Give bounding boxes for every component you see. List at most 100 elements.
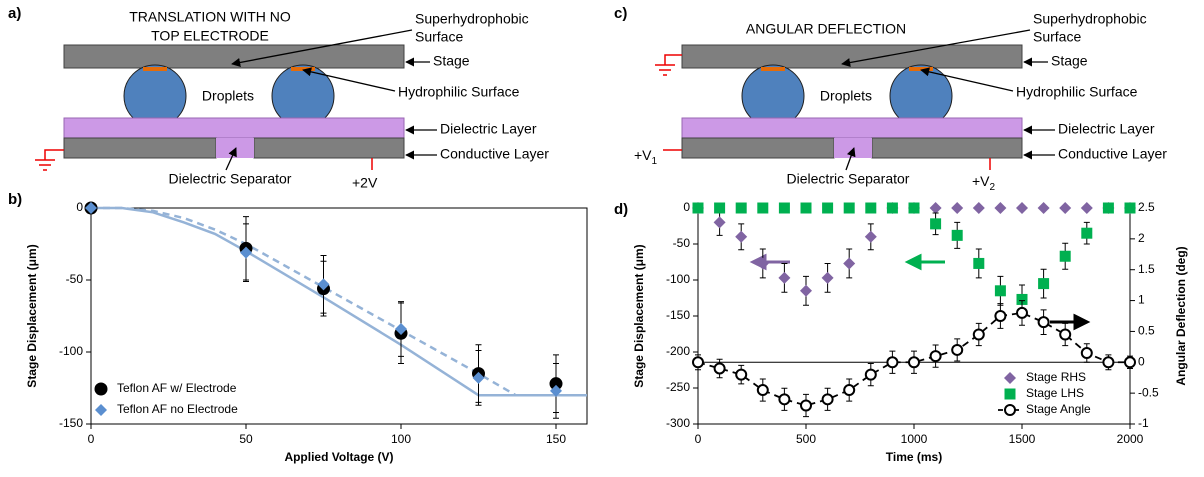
marker [908, 356, 920, 369]
marker [1081, 227, 1093, 239]
arrow [920, 67, 1014, 92]
marker [1080, 202, 1093, 214]
marker [886, 202, 898, 214]
dielectric-separator [216, 138, 254, 158]
y-tick-label: -150 [666, 308, 690, 322]
voltage-label: +V1 [634, 147, 658, 167]
label: Dielectric Separator [169, 171, 292, 187]
marker [756, 384, 769, 397]
legend-marker [1004, 388, 1016, 400]
y2-tick-label: 1 [1138, 293, 1145, 307]
marker [1016, 293, 1028, 305]
marker [1102, 356, 1115, 369]
y2-tick-label: 2 [1138, 231, 1145, 245]
panel-label: d) [614, 201, 628, 218]
y-tick-label: -200 [666, 344, 690, 358]
label: Hydrophilic Surface [1016, 84, 1138, 100]
arrow [302, 67, 396, 92]
conductive-layer [871, 137, 1023, 159]
marker [1059, 328, 1072, 341]
arrow [225, 147, 237, 171]
y2-tick-label: -1 [1138, 416, 1149, 430]
marker [1037, 316, 1050, 329]
marker [951, 343, 964, 356]
marker [756, 257, 769, 270]
marker [1059, 202, 1072, 214]
marker [843, 384, 856, 397]
y-tick-label: -50 [673, 236, 691, 250]
marker [1059, 250, 1071, 262]
marker [778, 271, 791, 284]
marker [843, 202, 855, 214]
marker [778, 393, 791, 406]
marker [692, 202, 704, 214]
label: Droplets [820, 88, 872, 104]
diagram-title: ANGULAR DEFLECTION [746, 21, 906, 37]
x-tick-label: 500 [796, 432, 816, 446]
marker [713, 216, 726, 229]
y-tick-label: -300 [666, 416, 690, 430]
y-tick-label: -250 [666, 380, 690, 394]
marker [1038, 278, 1050, 290]
series-line [91, 206, 587, 397]
marker [713, 362, 726, 375]
marker [843, 257, 856, 270]
label: Stage [1051, 53, 1088, 69]
marker [1037, 202, 1050, 214]
marker [929, 202, 942, 214]
conductive-layer [253, 137, 405, 159]
stage [63, 44, 405, 69]
legend-marker [1004, 372, 1016, 384]
marker [886, 356, 899, 369]
diagram-title: TRANSLATION WITH NO [129, 9, 291, 25]
label: Conductive Layer [1058, 146, 1167, 162]
hydrophilic-pad [761, 67, 785, 71]
label: Droplets [202, 88, 254, 104]
legend-label: Teflon AF w/ Electrode [117, 381, 237, 395]
x-tick-label: 100 [391, 432, 411, 446]
label: Surface [415, 29, 463, 45]
series-line [697, 311, 1130, 407]
marker [735, 368, 748, 381]
arrow [904, 253, 945, 271]
y-tick-label: -50 [66, 272, 84, 286]
conductive-layer [681, 137, 835, 159]
label: Superhydrophobic [415, 11, 529, 27]
stage [681, 44, 1023, 69]
label: Dielectric Layer [440, 121, 537, 137]
y-tick-label: 0 [683, 200, 690, 214]
panel-label: b) [8, 191, 22, 208]
marker [1124, 356, 1136, 369]
plot-frame [90, 207, 588, 425]
arrow [841, 29, 1031, 68]
legend-label: Stage Angle [1026, 402, 1091, 416]
marker [692, 356, 704, 369]
label: Hydrophilic Surface [398, 84, 520, 100]
ground [35, 149, 64, 171]
hydrophilic-pad [143, 67, 167, 71]
voltage-sub: 2 [990, 182, 996, 193]
legend-marker [94, 382, 108, 396]
x-tick-label: 1500 [1009, 432, 1036, 446]
marker [821, 271, 834, 284]
label: Dielectric Separator [787, 171, 910, 187]
arrow [231, 29, 413, 67]
marker [85, 202, 97, 214]
marker [929, 350, 942, 363]
marker [1016, 202, 1028, 214]
marker [240, 246, 252, 259]
chart: 0 500 1000 1500 2000 0 -50 -100 -150 -200 -250 -300… [632, 200, 1188, 464]
x-tick-label: 1000 [901, 432, 928, 446]
ground [655, 54, 682, 76]
x-tick-label: 150 [546, 432, 566, 446]
marker [1124, 202, 1136, 214]
y-tick-label: -100 [59, 344, 83, 358]
y2-tick-label: -0.5 [1138, 385, 1159, 399]
marker [865, 202, 877, 214]
dielectric-layer [63, 117, 405, 139]
x-tick-label: 2000 [1117, 432, 1144, 446]
y-tick-label: 0 [76, 200, 83, 214]
y-axis-title: Stage Displacement (μm) [25, 244, 39, 387]
x-axis-title: Applied Voltage (V) [284, 450, 393, 464]
